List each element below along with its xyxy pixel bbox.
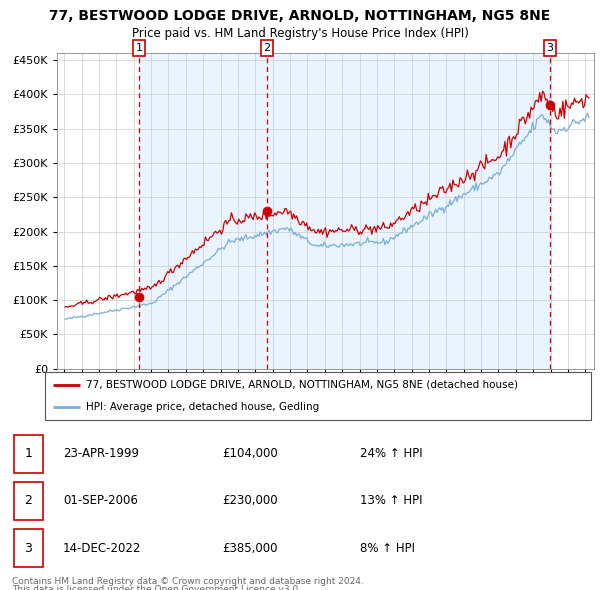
Text: 3: 3 xyxy=(25,542,32,555)
Text: 2: 2 xyxy=(263,43,271,53)
FancyBboxPatch shape xyxy=(14,529,43,567)
Bar xyxy=(139,53,550,369)
Text: 8% ↑ HPI: 8% ↑ HPI xyxy=(360,542,415,555)
Text: 24% ↑ HPI: 24% ↑ HPI xyxy=(360,447,422,460)
Text: Contains HM Land Registry data © Crown copyright and database right 2024.: Contains HM Land Registry data © Crown c… xyxy=(12,577,364,586)
Text: This data is licensed under the Open Government Licence v3.0.: This data is licensed under the Open Gov… xyxy=(12,585,301,590)
FancyBboxPatch shape xyxy=(14,435,43,473)
Text: 77, BESTWOOD LODGE DRIVE, ARNOLD, NOTTINGHAM, NG5 8NE: 77, BESTWOOD LODGE DRIVE, ARNOLD, NOTTIN… xyxy=(49,9,551,23)
Text: HPI: Average price, detached house, Gedling: HPI: Average price, detached house, Gedl… xyxy=(86,402,319,412)
Text: 1: 1 xyxy=(25,447,32,460)
Text: £104,000: £104,000 xyxy=(222,447,278,460)
Text: £385,000: £385,000 xyxy=(222,542,277,555)
Text: 2: 2 xyxy=(25,494,32,507)
Text: 13% ↑ HPI: 13% ↑ HPI xyxy=(360,494,422,507)
Text: 23-APR-1999: 23-APR-1999 xyxy=(63,447,139,460)
Text: 01-SEP-2006: 01-SEP-2006 xyxy=(63,494,138,507)
Text: 3: 3 xyxy=(547,43,553,53)
Text: £230,000: £230,000 xyxy=(222,494,278,507)
Text: 14-DEC-2022: 14-DEC-2022 xyxy=(63,542,142,555)
Text: Price paid vs. HM Land Registry's House Price Index (HPI): Price paid vs. HM Land Registry's House … xyxy=(131,27,469,40)
FancyBboxPatch shape xyxy=(45,372,591,420)
FancyBboxPatch shape xyxy=(14,482,43,520)
Text: 1: 1 xyxy=(136,43,143,53)
Text: 77, BESTWOOD LODGE DRIVE, ARNOLD, NOTTINGHAM, NG5 8NE (detached house): 77, BESTWOOD LODGE DRIVE, ARNOLD, NOTTIN… xyxy=(86,380,518,390)
